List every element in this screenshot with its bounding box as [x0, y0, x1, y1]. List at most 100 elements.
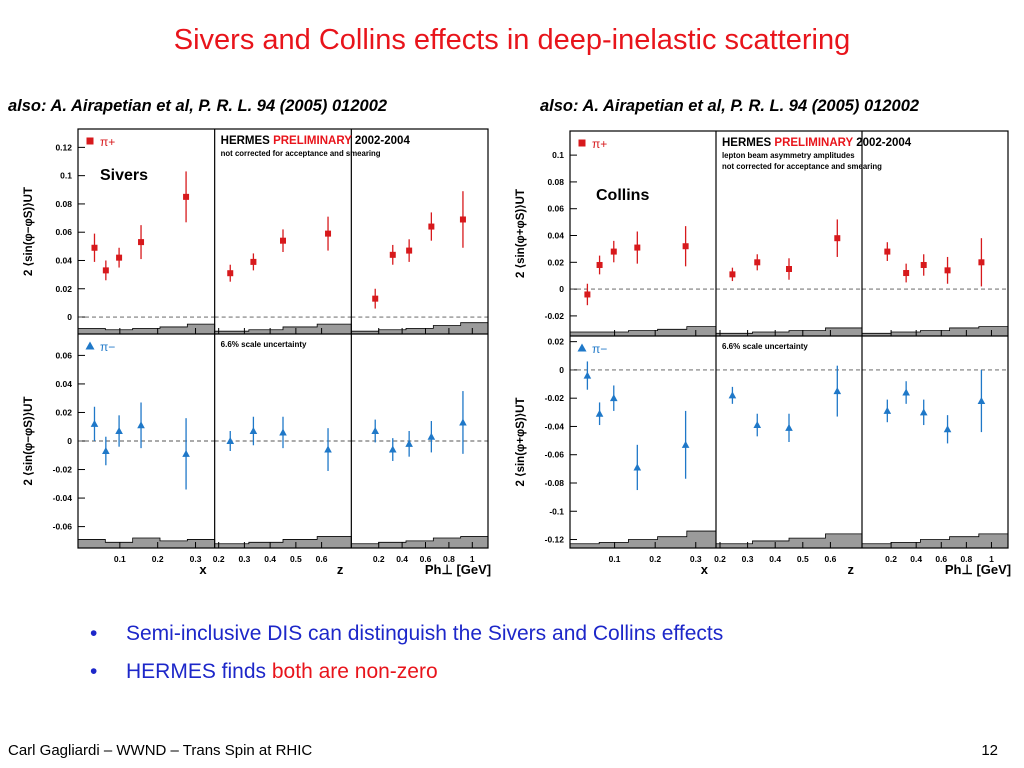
y-tick-label: 0 [67, 312, 72, 322]
x-tick-label: 0.2 [885, 554, 897, 564]
data-point-square [102, 267, 109, 274]
x-axis-label: z [337, 562, 344, 577]
bullet-text: HERMES finds [126, 660, 272, 683]
overlay-label: Collins [596, 187, 649, 204]
x-tick-label: 0.6 [824, 554, 836, 564]
systematic-band [569, 326, 717, 337]
y-tick-label: 0.04 [547, 231, 564, 241]
data-point-square [884, 248, 891, 255]
x-tick-label: 1 [470, 554, 475, 564]
overlay-label: Sivers [100, 167, 148, 184]
bullet-symbol: • [90, 622, 98, 645]
data-point-square [325, 230, 332, 237]
data-point-square [250, 258, 257, 265]
x-tick-label: 0.3 [742, 554, 754, 564]
data-point-triangle [115, 427, 123, 435]
data-point-square [682, 243, 689, 250]
y-tick-label: -0.06 [53, 522, 73, 532]
x-tick-label: 0.6 [420, 554, 432, 564]
collins-figure: also: A. Airapetian et al, P. R. L. 94 (… [510, 96, 1020, 590]
collins-plot: also: A. Airapetian et al, P. R. L. 94 (… [514, 97, 1011, 577]
data-point-square [920, 261, 927, 268]
experiment-name: HERMES [722, 137, 774, 149]
data-point-square [183, 193, 190, 200]
data-point-triangle [324, 445, 332, 453]
x-tick-label: 0.4 [396, 554, 408, 564]
data-point-square [903, 270, 910, 277]
data-point-triangle [388, 445, 397, 453]
y-tick-label: 0.06 [55, 350, 72, 360]
y-axis-label: 2 ⟨sin(φ−φS)⟩UT [22, 187, 35, 276]
x-tick-label: 0.8 [443, 554, 455, 564]
bullet-symbol: • [90, 660, 98, 683]
data-point-triangle [182, 449, 190, 457]
y-tick-label: -0.02 [545, 393, 565, 403]
scale-uncertainty-note: 6.6% scale uncertainty [722, 342, 808, 351]
x-tick-label: 0.2 [714, 554, 726, 564]
footer-credit: Carl Gagliardi – WWND – Trans Spin at RH… [8, 742, 313, 759]
y-tick-label: 0.08 [55, 199, 72, 209]
legend-marker-triangle [577, 343, 587, 352]
y-tick-label: 0 [559, 365, 564, 375]
data-point-square [227, 270, 234, 277]
x-tick-label: 0.6 [316, 554, 328, 564]
data-point-triangle [753, 421, 762, 429]
experiment-header: HERMES PRELIMINARY 2002-2004 [722, 137, 912, 149]
data-point-triangle [681, 440, 690, 448]
data-point-triangle [833, 387, 842, 395]
data-point-square [389, 251, 396, 258]
x-tick-label: 0.2 [152, 554, 164, 564]
scale-uncertainty-note: 6.6% scale uncertainty [221, 340, 307, 349]
plot-frame [77, 128, 489, 549]
data-point-square [428, 223, 435, 230]
y-axis-label: 2 ⟨sin(φ+φS)⟩UT [514, 397, 527, 486]
data-point-triangle [102, 446, 110, 454]
bullet-highlight-text: both are non-zero [271, 660, 438, 683]
systematic-band [77, 323, 216, 335]
systematic-band [569, 530, 717, 549]
data-point-square [138, 239, 145, 246]
y-tick-label: -0.08 [545, 478, 565, 488]
data-point-square [786, 266, 792, 273]
y-tick-label: 0 [559, 284, 564, 294]
y-tick-label: 0 [67, 436, 72, 446]
data-point-square [459, 216, 466, 223]
data-point-triangle [883, 406, 892, 414]
data-point-triangle [90, 419, 99, 427]
systematic-band [214, 536, 352, 549]
data-point-triangle [459, 418, 467, 426]
bullet-item-1: • Semi-inclusive DIS can distinguish the… [90, 622, 990, 660]
data-point-triangle [427, 432, 436, 440]
legend-label: π− [100, 340, 115, 354]
data-point-triangle [785, 423, 793, 431]
data-point-square [729, 271, 736, 278]
data-point-triangle [226, 437, 235, 444]
y-tick-label: 0.02 [55, 407, 72, 417]
x-tick-label: 0.2 [213, 554, 225, 564]
data-point-square [91, 244, 98, 251]
slide-title: Sivers and Collins effects in deep-inela… [173, 24, 851, 56]
x-tick-label: 0.1 [609, 554, 621, 564]
y-tick-label: 0.06 [55, 227, 72, 237]
sivers-figure: also: A. Airapetian et al, P. R. L. 94 (… [6, 96, 500, 590]
data-point-square [372, 295, 379, 302]
x-tick-label: 0.3 [190, 554, 202, 564]
systematic-band [350, 322, 489, 335]
x-tick-label: 0.4 [264, 554, 276, 564]
data-point-square [834, 235, 841, 242]
data-point-triangle [633, 463, 642, 471]
year-range: 2002-2004 [352, 135, 411, 147]
y-tick-label: 0.08 [547, 177, 564, 187]
preliminary-label: PRELIMINARY [774, 137, 853, 149]
data-point-triangle [137, 421, 145, 429]
experiment-name: HERMES [221, 135, 273, 147]
page-number: 12 [981, 742, 998, 759]
bullet-list: • Semi-inclusive DIS can distinguish the… [90, 622, 990, 698]
legend-marker-square [578, 139, 586, 147]
y-tick-label: -0.02 [545, 311, 565, 321]
y-tick-label: -0.02 [53, 465, 73, 475]
systematic-band [214, 323, 352, 335]
legend-label: π+ [100, 135, 115, 149]
data-point-square [280, 237, 286, 244]
data-point-square [406, 247, 413, 254]
